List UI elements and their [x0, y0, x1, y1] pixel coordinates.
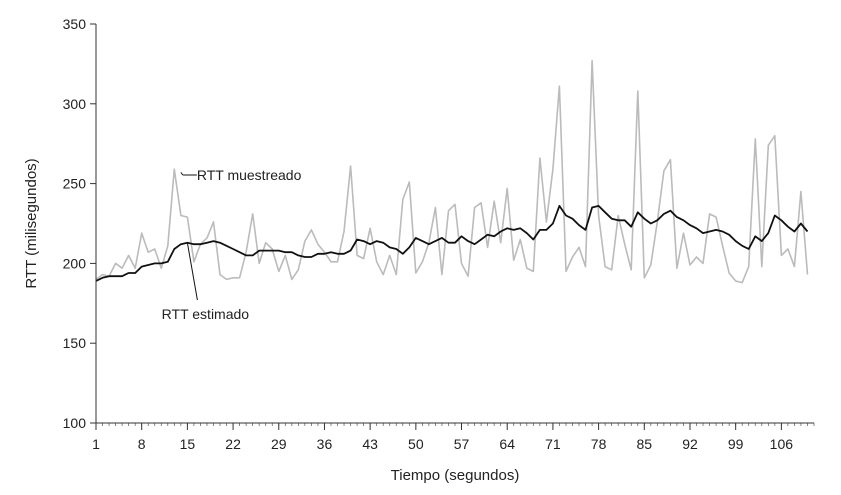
sampled-annotation-label: RTT muestreado [197, 167, 302, 183]
x-tick-label: 1 [92, 436, 100, 452]
y-tick-label: 100 [63, 415, 87, 431]
sampled-annotation-leader [180, 172, 184, 176]
x-tick-label: 64 [499, 436, 515, 452]
x-tick-label: 50 [408, 436, 424, 452]
x-tick-label: 43 [362, 436, 378, 452]
y-tick-label: 350 [63, 16, 87, 32]
y-tick-label: 150 [63, 335, 87, 351]
estimated-rtt-line [95, 204, 809, 282]
estimated-annotation-label: RTT estimado [162, 306, 250, 322]
x-tick-label: 106 [770, 436, 794, 452]
x-tick-label: 29 [271, 436, 287, 452]
y-axis-ticks: 100 150 200 250 300 350 [63, 16, 96, 431]
x-axis-ticks: 1 8 15 22 29 36 43 50 57 64 71 78 85 92 99 106 [92, 423, 815, 452]
x-tick-label: 85 [637, 436, 653, 452]
x-tick-label: 78 [591, 436, 607, 452]
series-layer [95, 59, 809, 284]
sampled-rtt-line [95, 59, 809, 284]
x-tick-label: 57 [454, 436, 470, 452]
x-tick-label: 22 [225, 436, 241, 452]
x-tick-label: 99 [728, 436, 744, 452]
x-tick-label: 8 [138, 436, 146, 452]
y-tick-label: 300 [63, 96, 87, 112]
y-tick-label: 250 [63, 176, 87, 192]
x-tick-label: 71 [545, 436, 561, 452]
annotations: RTT muestreado RTT estimado [162, 167, 302, 322]
estimated-annotation-leader [186, 242, 198, 301]
y-axis-title: RTT (milisegundos) [23, 158, 40, 288]
y-tick-label: 200 [63, 255, 87, 271]
x-tick-label: 36 [317, 436, 333, 452]
x-axis-title: Tiempo (segundos) [391, 467, 520, 484]
x-tick-label: 15 [180, 436, 196, 452]
x-tick-label: 92 [682, 436, 698, 452]
